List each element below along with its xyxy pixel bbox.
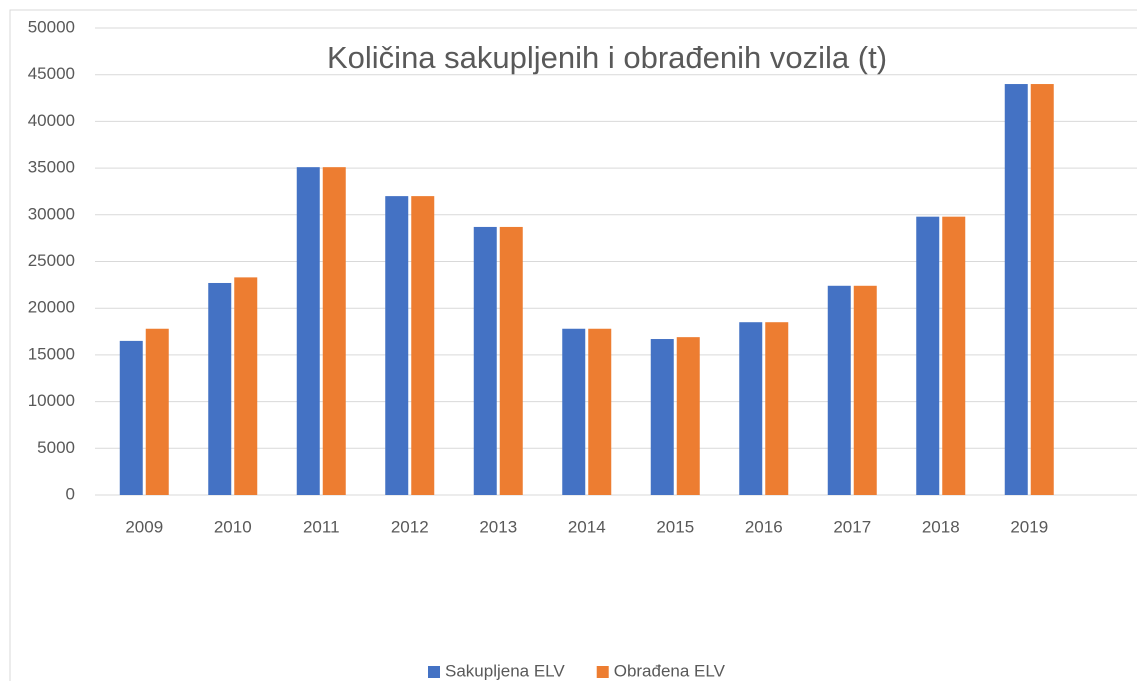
x-tick-label: 2011: [303, 517, 340, 536]
bar: [296, 167, 320, 495]
chart-title: Količina sakupljenih i obrađenih vozila …: [327, 40, 887, 75]
x-tick-label: 2018: [922, 517, 960, 536]
bar: [411, 196, 435, 495]
bar: [650, 339, 674, 495]
x-tick-label: 2010: [214, 517, 252, 536]
y-tick-label: 50000: [28, 17, 75, 36]
bar: [1004, 84, 1028, 495]
bar: [853, 285, 877, 495]
legend-swatch: [596, 666, 609, 678]
x-tick-label: 2015: [656, 517, 694, 536]
bar: [322, 167, 346, 495]
bar: [473, 226, 497, 495]
y-tick-label: 35000: [28, 158, 75, 177]
bar: [562, 328, 586, 495]
bar: [208, 282, 232, 495]
bar: [1030, 84, 1054, 495]
y-tick-label: 30000: [28, 204, 75, 223]
x-tick-label: 2019: [1010, 517, 1048, 536]
y-tick-label: 25000: [28, 251, 75, 270]
legend-label: Sakupljena ELV: [445, 661, 565, 680]
x-tick-label: 2017: [833, 517, 871, 536]
x-tick-label: 2009: [125, 517, 163, 536]
bar: [765, 322, 789, 495]
x-tick-label: 2013: [479, 517, 517, 536]
y-tick-label: 20000: [28, 298, 75, 317]
x-tick-label: 2016: [745, 517, 783, 536]
x-tick-label: 2012: [391, 517, 429, 536]
bar: [916, 216, 940, 495]
bar: [234, 277, 258, 495]
y-tick-label: 0: [66, 484, 75, 503]
y-tick-label: 15000: [28, 344, 75, 363]
y-tick-label: 40000: [28, 111, 75, 130]
bar: [385, 196, 409, 495]
y-tick-label: 45000: [28, 64, 75, 83]
bar: [499, 226, 523, 495]
bar: [739, 322, 763, 495]
bar: [676, 337, 700, 495]
bar: [119, 340, 143, 495]
bar: [588, 328, 612, 495]
chart-frame: [9, 9, 1137, 681]
y-tick-label: 10000: [28, 391, 75, 410]
x-tick-label: 2014: [568, 517, 606, 536]
legend-label: Obrađena ELV: [614, 661, 726, 680]
bar: [827, 285, 851, 495]
legend-swatch: [428, 666, 440, 678]
y-tick-label: 5000: [37, 438, 75, 457]
bar: [942, 216, 966, 495]
bar: [145, 328, 169, 495]
